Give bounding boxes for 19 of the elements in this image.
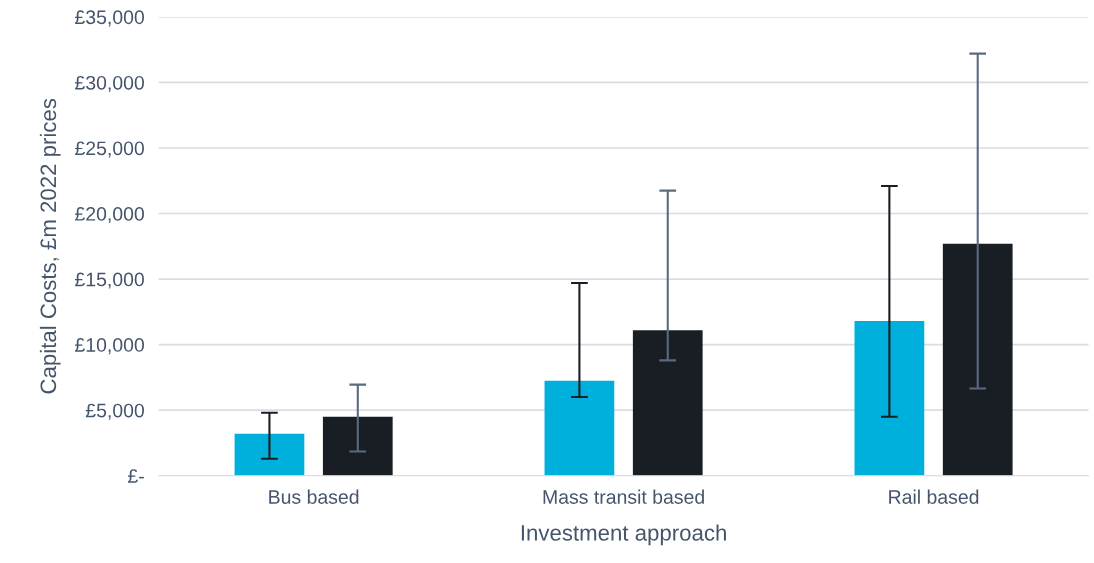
bar [854, 321, 925, 476]
y-tick-label: £10,000 [75, 338, 144, 355]
bar [544, 380, 615, 476]
x-axis-title: Investment approach [521, 524, 726, 546]
y-axis-title: Capital Costs, £m 2022 prices [39, 98, 61, 394]
y-tick-label: £- [128, 469, 144, 483]
y-tick-label: £30,000 [75, 75, 144, 92]
y-tick-label: £20,000 [75, 207, 144, 224]
bar [322, 416, 393, 476]
x-tick-label: Rail based [889, 489, 979, 504]
y-tick-label: £35,000 [75, 10, 144, 27]
y-tick-label: £25,000 [75, 141, 144, 158]
y-tick-label: £15,000 [75, 272, 144, 289]
bar [234, 433, 305, 476]
y-tick-label: £5,000 [85, 403, 144, 420]
x-tick-label: Bus based [269, 489, 359, 504]
bar [942, 243, 1013, 476]
bar [632, 330, 703, 476]
x-tick-label: Mass transit based [543, 489, 704, 504]
